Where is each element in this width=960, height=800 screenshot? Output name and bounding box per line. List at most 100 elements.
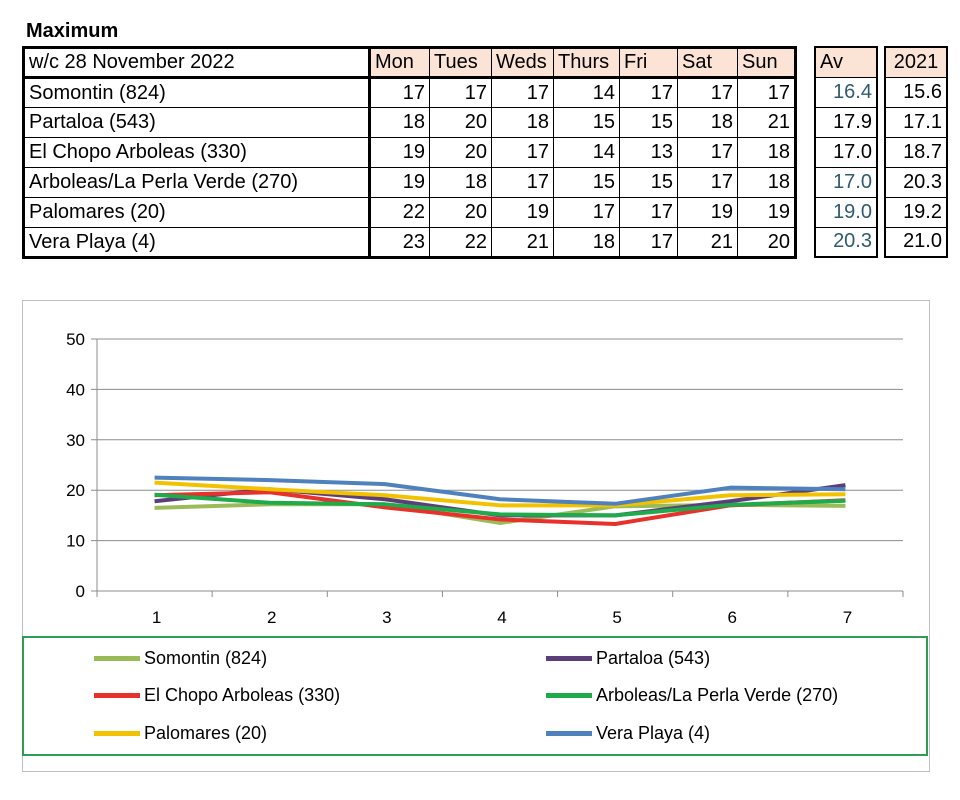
year-2021-cell: 18.7 xyxy=(884,136,948,168)
temp-cell: 18 xyxy=(677,107,738,138)
year-2021-table: 2021 15.6 17.1 18.7 20.3 19.2 21.0 xyxy=(884,46,948,258)
day-header: Fri xyxy=(619,47,678,79)
temp-cell: 17 xyxy=(737,77,796,108)
legend-swatch xyxy=(546,656,592,661)
year-2021-cell: 20.3 xyxy=(884,166,948,198)
temp-cell: 17 xyxy=(619,77,678,108)
x-tick-label: 6 xyxy=(728,608,737,627)
series-line-5 xyxy=(154,480,846,508)
year-2021-cell: 15.6 xyxy=(884,76,948,108)
temp-cell: 14 xyxy=(553,137,620,168)
temp-cell: 21 xyxy=(737,107,796,138)
temp-cell: 17 xyxy=(553,197,620,228)
x-tick-label: 4 xyxy=(497,608,506,627)
max-temp-table: w/c 28 November 2022 Mon Tues Weds Thurs… xyxy=(22,46,797,259)
temp-cell: 17 xyxy=(369,77,430,108)
x-tick-label: 1 xyxy=(152,608,161,627)
table-header-row: w/c 28 November 2022 Mon Tues Weds Thurs… xyxy=(23,47,796,79)
series-line-6 xyxy=(154,475,846,506)
legend-label: El Chopo Arboleas (330) xyxy=(144,685,341,705)
station-name: Arboleas/La Perla Verde (270) xyxy=(23,167,371,198)
day-header: Sun xyxy=(737,47,796,79)
average-table: Av 16.4 17.9 17.0 17.0 19.0 20.3 xyxy=(814,46,878,258)
temp-cell: 20 xyxy=(737,227,796,258)
year-2021-cell: 17.1 xyxy=(884,106,948,138)
temp-cell: 14 xyxy=(553,77,620,108)
temp-cell: 21 xyxy=(677,227,738,258)
x-tick-label: 5 xyxy=(612,608,621,627)
y-tick-label: 50 xyxy=(66,330,85,349)
legend-item: Arboleas/La Perla Verde (270) xyxy=(546,685,838,706)
temp-cell: 15 xyxy=(619,167,678,198)
legend-label: Partaloa (543) xyxy=(596,648,711,668)
table-row: Arboleas/La Perla Verde (270) 19 18 17 15 15 1… xyxy=(23,167,796,198)
series-line-4 xyxy=(154,492,846,518)
temp-cell: 18 xyxy=(429,167,492,198)
chart-legend: Somontin (824) Partaloa (543) El Chopo Arb… xyxy=(22,636,928,756)
temp-cell: 17 xyxy=(491,77,554,108)
temp-cell: 15 xyxy=(619,107,678,138)
y-tick-label: 10 xyxy=(66,532,85,551)
year-2021-header: 2021 xyxy=(884,46,948,78)
temp-cell: 18 xyxy=(491,107,554,138)
y-tick-label: 0 xyxy=(76,582,85,601)
temp-cell: 17 xyxy=(491,167,554,198)
table-row: Vera Playa (4) 23 22 21 18 17 21 20 xyxy=(23,227,796,258)
line-chart: 0 10 20 30 40 50 1 2 3 4 5 6 7 xyxy=(66,330,904,627)
temp-cell: 22 xyxy=(429,227,492,258)
temp-cell: 19 xyxy=(369,167,430,198)
table-row: Somontin (824) 17 17 17 14 17 17 17 xyxy=(23,77,796,108)
year-2021-cell: 19.2 xyxy=(884,196,948,228)
x-tick-label: 2 xyxy=(267,608,276,627)
legend-swatch xyxy=(94,731,140,736)
average-cell: 20.3 xyxy=(814,226,878,258)
week-label: w/c 28 November 2022 xyxy=(23,47,371,79)
temp-cell: 19 xyxy=(491,197,554,228)
x-tick-label: 7 xyxy=(843,608,852,627)
temp-cell: 18 xyxy=(737,167,796,198)
temp-cell: 20 xyxy=(429,197,492,228)
station-name: El Chopo Arboleas (330) xyxy=(23,137,371,168)
legend-swatch xyxy=(546,693,592,698)
chart-area: 0 10 20 30 40 50 1 2 3 4 5 6 7 xyxy=(22,300,930,772)
page-title: Maximum xyxy=(26,20,119,42)
temp-cell: 20 xyxy=(429,107,492,138)
day-header: Tues xyxy=(429,47,492,79)
legend-item: Somontin (824) xyxy=(94,648,267,669)
table-row: El Chopo Arboleas (330) 19 20 17 14 13 17 18 xyxy=(23,137,796,168)
temp-cell: 17 xyxy=(619,197,678,228)
temp-cell: 21 xyxy=(491,227,554,258)
temp-cell: 13 xyxy=(619,137,678,168)
temp-cell: 18 xyxy=(553,227,620,258)
legend-label: Palomares (20) xyxy=(144,723,268,743)
station-name: Palomares (20) xyxy=(23,197,371,228)
table-row: Partaloa (543) 18 20 18 15 15 18 21 xyxy=(23,107,796,138)
y-tick-label: 20 xyxy=(66,481,85,500)
legend-label: Vera Playa (4) xyxy=(596,723,711,743)
legend-item: Palomares (20) xyxy=(94,723,267,744)
y-tick-label: 30 xyxy=(66,431,85,450)
temp-cell: 22 xyxy=(369,197,430,228)
legend-label: Somontin (824) xyxy=(144,648,268,668)
table-row: Palomares (20) 22 20 19 17 17 19 19 xyxy=(23,197,796,228)
legend-swatch xyxy=(94,693,140,698)
temp-cell: 19 xyxy=(369,137,430,168)
legend-label: Arboleas/La Perla Verde (270) xyxy=(596,685,839,705)
temp-cell: 20 xyxy=(429,137,492,168)
average-cell: 17.0 xyxy=(814,166,878,198)
station-name: Partaloa (543) xyxy=(23,107,371,138)
temp-cell: 17 xyxy=(677,167,738,198)
temp-cell: 19 xyxy=(677,197,738,228)
temp-cell: 23 xyxy=(369,227,430,258)
av-header: Av xyxy=(814,46,878,78)
temp-cell: 17 xyxy=(677,77,738,108)
average-cell: 16.4 xyxy=(814,76,878,108)
station-name: Vera Playa (4) xyxy=(23,227,371,258)
legend-item: Partaloa (543) xyxy=(546,648,710,669)
temp-cell: 19 xyxy=(737,197,796,228)
station-name: Somontin (824) xyxy=(23,77,371,108)
legend-swatch xyxy=(546,731,592,736)
day-header: Thurs xyxy=(553,47,620,79)
temp-cell: 17 xyxy=(619,227,678,258)
year-2021-cell: 21.0 xyxy=(884,226,948,258)
